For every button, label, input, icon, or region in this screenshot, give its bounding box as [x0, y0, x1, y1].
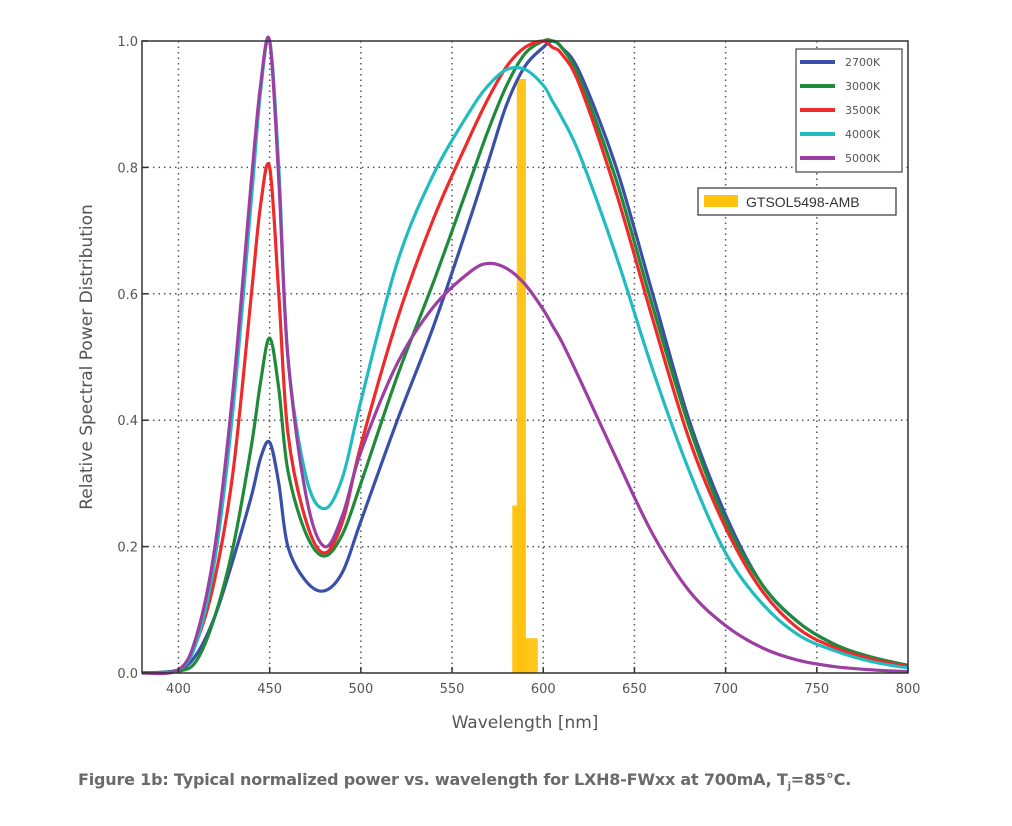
x-tick-label: 600	[531, 682, 556, 697]
series-line-5000K	[141, 35, 909, 676]
series-lines	[141, 35, 909, 676]
caption-subscript: j	[787, 781, 791, 793]
x-tick-label: 750	[804, 682, 829, 697]
legend-label-3500K: 3500K	[845, 104, 881, 117]
x-tick-label: 500	[348, 682, 373, 697]
x-tick-label: 400	[166, 682, 191, 697]
overlay-legend: GTSOL5498-AMB	[697, 187, 897, 216]
series-line-3000K	[141, 38, 909, 675]
y-tick-label: 0.4	[117, 414, 138, 429]
overlay-bar	[525, 638, 538, 673]
y-axis-label: Relative Spectral Power Distribution	[77, 204, 97, 510]
y-tick-label: 0.8	[117, 161, 138, 176]
legend-label-2700K: 2700K	[845, 56, 881, 69]
legend: 2700K 3000K 3500K 4000K 5000K	[795, 48, 903, 173]
series-line-4000K	[141, 36, 909, 675]
legend-label-5000K: 5000K	[845, 152, 881, 165]
legend-label-4000K: 4000K	[845, 128, 881, 141]
x-tick-label: 700	[713, 682, 738, 697]
overlay-legend-swatch	[704, 195, 738, 207]
caption-main: Figure 1b: Typical normalized power vs. …	[78, 770, 788, 789]
x-tick-label: 650	[622, 682, 647, 697]
caption-end: =85°C.	[790, 770, 852, 789]
series-line-2700K	[141, 39, 909, 675]
x-tick-label: 450	[257, 682, 282, 697]
y-tick-label: 1.0	[117, 35, 138, 50]
y-tick-label: 0.6	[117, 288, 138, 303]
figure-caption: Figure 1b: Typical normalized power vs. …	[78, 770, 851, 792]
y-axis-ticks: 0.0 0.2 0.4 0.6 0.8 1.0	[117, 35, 148, 682]
y-tick-label: 0.0	[117, 667, 138, 682]
x-tick-label: 800	[896, 682, 921, 697]
x-axis-ticks: 400 450 500 550 600 650 700 750 800	[166, 667, 920, 697]
overlay-legend-label: GTSOL5498-AMB	[746, 194, 860, 210]
plot-frame	[141, 40, 909, 674]
amber-overlay	[512, 78, 538, 674]
y-tick-label: 0.2	[117, 541, 138, 556]
series-line-3500K	[141, 39, 909, 675]
overlay-bar	[516, 78, 526, 674]
x-axis-label: Wavelength [nm]	[452, 713, 599, 733]
legend-label-3000K: 3000K	[845, 80, 881, 93]
x-tick-label: 550	[440, 682, 465, 697]
